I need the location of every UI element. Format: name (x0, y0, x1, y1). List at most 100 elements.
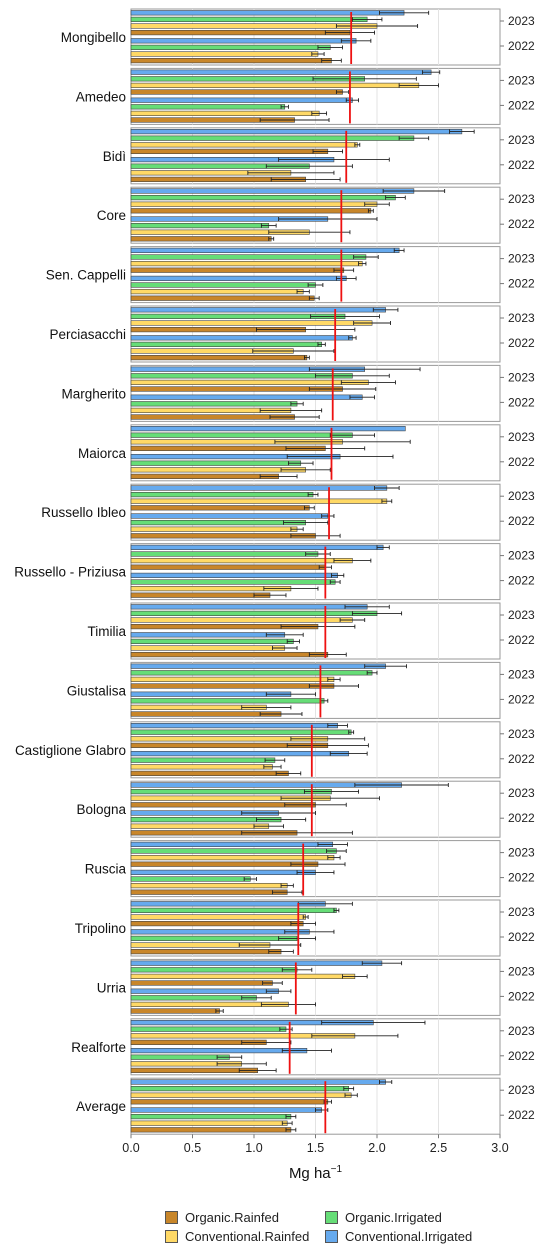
facet-label: Tripolino (75, 921, 126, 936)
bar-organic-irrigated-2023 (130, 729, 352, 735)
facet-sen-cappelli: Sen. Cappelli 2023 2022 (46, 246, 535, 304)
facet-core: Core 2023 2022 (97, 186, 535, 244)
bar-conventional-rainfed-2022 (130, 467, 306, 473)
bar-conventional-rainfed-2022 (130, 526, 298, 532)
legend-label-organic-irrigated: Organic.Irrigated (345, 1210, 442, 1225)
bar-organic-rainfed-2023 (130, 920, 304, 927)
bar-conventional-irrigated-2022 (130, 394, 363, 400)
year-label: 2023 (508, 133, 535, 147)
bar-organic-rainfed-2022 (130, 889, 288, 895)
year-label: 2022 (508, 455, 535, 469)
facet-label: Average (76, 1099, 126, 1114)
year-label: 2022 (508, 395, 535, 409)
bar-organic-irrigated-2023 (130, 1026, 287, 1032)
bar-organic-rainfed-2022 (130, 711, 282, 717)
bar-conventional-irrigated-2022 (130, 275, 347, 282)
bar-organic-irrigated-2023 (130, 16, 368, 23)
bar-organic-rainfed-2023 (130, 861, 319, 867)
bar-organic-irrigated-2022 (130, 698, 325, 704)
bar-conventional-irrigated-2022 (130, 335, 353, 341)
bar-organic-rainfed-2023 (130, 208, 372, 214)
bar-conventional-irrigated-2023 (130, 604, 368, 610)
bar-conventional-rainfed-2023 (130, 1092, 352, 1098)
bar-conventional-irrigated-2023 (130, 1079, 386, 1085)
bar-conventional-rainfed-2023 (130, 201, 378, 207)
year-label: 2022 (508, 633, 535, 647)
year-label: 2022 (508, 930, 535, 944)
bar-conventional-rainfed-2023 (130, 676, 335, 682)
facet-timilia: Timilia 2023 2022 (88, 602, 535, 660)
bar-conventional-rainfed-2022 (130, 764, 273, 770)
year-label: 2022 (508, 158, 535, 172)
bar-conventional-irrigated-2023 (130, 69, 432, 75)
year-label: 2023 (508, 608, 535, 622)
bar-organic-irrigated-2022 (130, 44, 331, 50)
year-label: 2023 (508, 489, 535, 503)
facet-label: Ruscia (85, 862, 127, 877)
bar-organic-rainfed-2023 (130, 683, 335, 689)
year-label: 2022 (508, 989, 535, 1003)
year-label: 2023 (508, 430, 535, 444)
year-label: 2023 (508, 1083, 535, 1097)
facet-label: Bologna (76, 802, 126, 817)
facet-amedeo: Amedeo 2023 2022 (76, 67, 535, 125)
x-tick-label: 1.0 (245, 1141, 262, 1155)
bar-conventional-irrigated-2023 (130, 425, 406, 432)
bar-conventional-rainfed-2023 (130, 557, 353, 564)
bar-conventional-irrigated-2023 (130, 960, 383, 966)
bar-organic-irrigated-2022 (130, 1054, 230, 1060)
x-tick-label: 2.0 (368, 1141, 385, 1155)
facet-label: Core (97, 208, 126, 223)
facet-label: Urria (97, 980, 127, 995)
bar-conventional-irrigated-2022 (130, 572, 338, 578)
facet-urria: Urria 2023 2022 (97, 958, 535, 1016)
legend-item-organic-rainfed: Organic.Rainfed (165, 1210, 279, 1225)
x-axis-title-sup: −1 (331, 1164, 343, 1175)
facet-castiglione-glabro: Castiglione Glabro 2023 2022 (15, 721, 535, 779)
bar-organic-irrigated-2022 (130, 1114, 292, 1120)
bar-conventional-rainfed-2023 (130, 973, 356, 979)
year-label: 2023 (508, 370, 535, 384)
facet-label: Realforte (71, 1040, 126, 1055)
facet-russello-priziusa: Russello - Priziusa 2023 2022 (14, 543, 535, 601)
facet-bologna: Bologna 2023 2022 (76, 780, 535, 838)
year-label: 2022 (508, 217, 535, 231)
bar-conventional-irrigated-2023 (130, 722, 338, 729)
facet-ruscia: Ruscia 2023 2022 (85, 840, 535, 898)
facet-label: Russello Ibleo (41, 505, 126, 520)
year-label: 2023 (508, 1024, 535, 1038)
year-label: 2022 (508, 1108, 535, 1122)
year-label: 2022 (508, 39, 535, 53)
bar-organic-rainfed-2023 (130, 267, 345, 273)
legend-label-organic-rainfed: Organic.Rainfed (185, 1210, 279, 1225)
bar-conventional-rainfed-2023 (130, 914, 306, 920)
bar-organic-irrigated-2023 (130, 670, 373, 676)
bar-conventional-rainfed-2022 (130, 288, 304, 295)
year-label: 2023 (508, 905, 535, 919)
bar-conventional-irrigated-2023 (130, 485, 388, 491)
facet-tripolino: Tripolino 2023 2022 (75, 899, 535, 957)
bar-organic-irrigated-2023 (130, 135, 415, 141)
bar-organic-rainfed-2023 (130, 29, 351, 36)
bar-conventional-irrigated-2022 (130, 97, 353, 103)
year-label: 2023 (508, 14, 535, 28)
bar-organic-rainfed-2022 (130, 770, 289, 776)
year-label: 2023 (508, 667, 535, 681)
bar-organic-rainfed-2023 (130, 980, 273, 986)
x-tick-label: 0.0 (122, 1141, 139, 1155)
bar-conventional-irrigated-2022 (130, 929, 310, 935)
facet-realforte: Realforte 2023 2022 (71, 1018, 535, 1076)
facet-giustalisa: Giustalisa 2023 2022 (67, 661, 535, 719)
bar-organic-rainfed-2022 (130, 1008, 220, 1014)
facet-label: Margherito (61, 386, 126, 401)
legend-swatch-conventional-rainfed (165, 1230, 178, 1243)
bar-organic-irrigated-2022 (130, 223, 270, 229)
bar-organic-rainfed-2022 (130, 57, 332, 64)
bar-conventional-irrigated-2023 (130, 129, 463, 135)
bar-organic-irrigated-2023 (130, 491, 314, 498)
bar-organic-irrigated-2023 (130, 967, 298, 973)
bar-conventional-rainfed-2022 (130, 645, 286, 651)
year-label: 2023 (508, 786, 535, 800)
bar-conventional-irrigated-2023 (130, 544, 384, 550)
bar-organic-rainfed-2022 (130, 236, 272, 242)
